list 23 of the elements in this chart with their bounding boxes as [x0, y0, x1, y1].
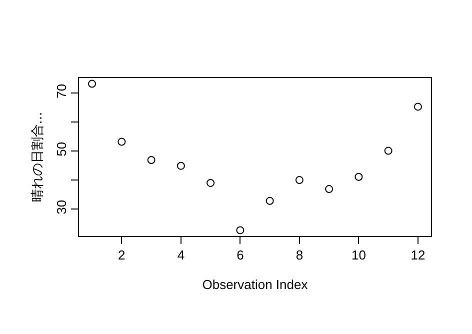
point — [206, 178, 215, 187]
point — [414, 102, 422, 111]
x-tick-label: 12 — [410, 248, 426, 263]
point — [147, 156, 156, 164]
point — [325, 185, 334, 194]
point — [354, 172, 363, 181]
point — [118, 138, 126, 146]
point — [176, 162, 185, 170]
y-tick-label: 50 — [54, 142, 69, 156]
y-tick-label: 70 — [54, 84, 69, 98]
x-tick-label: 10 — [351, 248, 366, 263]
point — [295, 176, 304, 184]
point — [266, 196, 274, 205]
point — [384, 146, 392, 155]
x-tick-label: 6 — [236, 248, 244, 263]
point — [88, 80, 96, 88]
x-axis-title: Observation Index — [202, 277, 308, 292]
x-tick-label: 2 — [118, 248, 126, 263]
x-tick-label: 8 — [296, 248, 304, 263]
y-axis-title: 晴れの日割合... — [30, 112, 46, 202]
y-tick-label: 30 — [54, 200, 69, 214]
x-tick-label: 4 — [177, 248, 185, 263]
point — [236, 226, 244, 234]
